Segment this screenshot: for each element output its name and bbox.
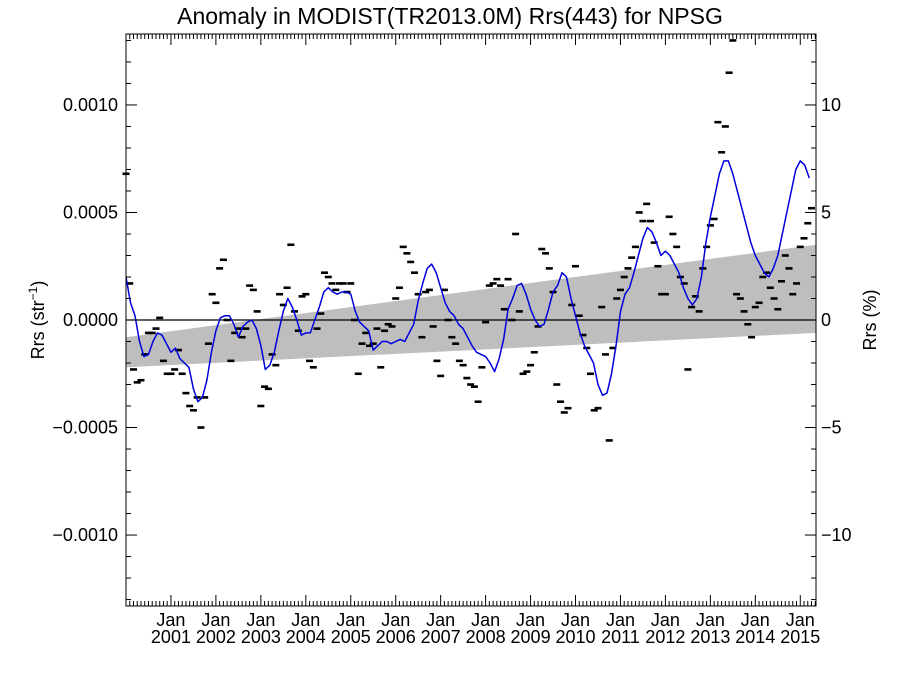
- left-tick-label: 0.0000: [63, 310, 118, 330]
- date-year-label: 2011: [601, 627, 640, 647]
- date-year-label: 2005: [331, 627, 371, 647]
- right-tick-label: −10: [821, 525, 852, 545]
- right-tick-label: 5: [821, 202, 831, 222]
- date-year-label: 2013: [690, 627, 730, 647]
- date-month-label: Jan: [381, 610, 410, 630]
- date-month-label: Jan: [651, 610, 680, 630]
- date-month-label: Jan: [246, 610, 275, 630]
- left-axis-title-text: Rrs (str−1): [26, 281, 48, 360]
- left-axis-title-base: Rrs (str: [28, 300, 48, 359]
- date-month-label: Jan: [561, 610, 590, 630]
- left-axis-title-suffix: ): [28, 281, 48, 287]
- right-axis-title: Rrs (%): [860, 290, 880, 351]
- date-year-label: 2014: [735, 627, 775, 647]
- date-year-label: 2010: [555, 627, 595, 647]
- date-month-label: Jan: [786, 610, 815, 630]
- date-year-label: 2007: [421, 627, 461, 647]
- date-month-label: Jan: [156, 610, 185, 630]
- date-month-label: Jan: [201, 610, 230, 630]
- date-year-label: 2012: [645, 627, 685, 647]
- date-month-label: Jan: [741, 610, 770, 630]
- left-tick-label: −0.0010: [52, 525, 118, 545]
- date-year-label: 2003: [241, 627, 281, 647]
- date-month-label: Jan: [516, 610, 545, 630]
- left-tick-label: −0.0005: [52, 418, 118, 438]
- left-axis-title-exponent: −1: [26, 286, 40, 300]
- right-tick-label: 10: [821, 95, 841, 115]
- date-month-label: Jan: [471, 610, 500, 630]
- right-tick-label: 0: [821, 310, 831, 330]
- right-axis-title-text: Rrs (%): [860, 290, 880, 351]
- date-year-label: 2001: [151, 627, 191, 647]
- left-tick-label: 0.0010: [63, 95, 118, 115]
- date-month-label: Jan: [606, 610, 635, 630]
- right-tick-label: −5: [821, 418, 842, 438]
- date-year-label: 2002: [196, 627, 236, 647]
- date-year-label: 2006: [376, 627, 416, 647]
- date-year-label: 2004: [286, 627, 326, 647]
- date-month-label: Jan: [291, 610, 320, 630]
- smoothed-series-line: [125, 160, 811, 403]
- date-month-label: Jan: [426, 610, 455, 630]
- date-month-label: Jan: [336, 610, 365, 630]
- date-year-label: 2015: [780, 627, 820, 647]
- date-month-label: Jan: [696, 610, 725, 630]
- left-tick-label: 0.0005: [63, 202, 118, 222]
- chart-title: Anomaly in MODIST(TR2013.0M) Rrs(443) fo…: [177, 3, 723, 29]
- date-year-label: 2009: [511, 627, 551, 647]
- date-year-label: 2008: [466, 627, 506, 647]
- trend-confidence-band: [126, 244, 816, 368]
- left-axis-title: Rrs (str−1): [26, 281, 48, 360]
